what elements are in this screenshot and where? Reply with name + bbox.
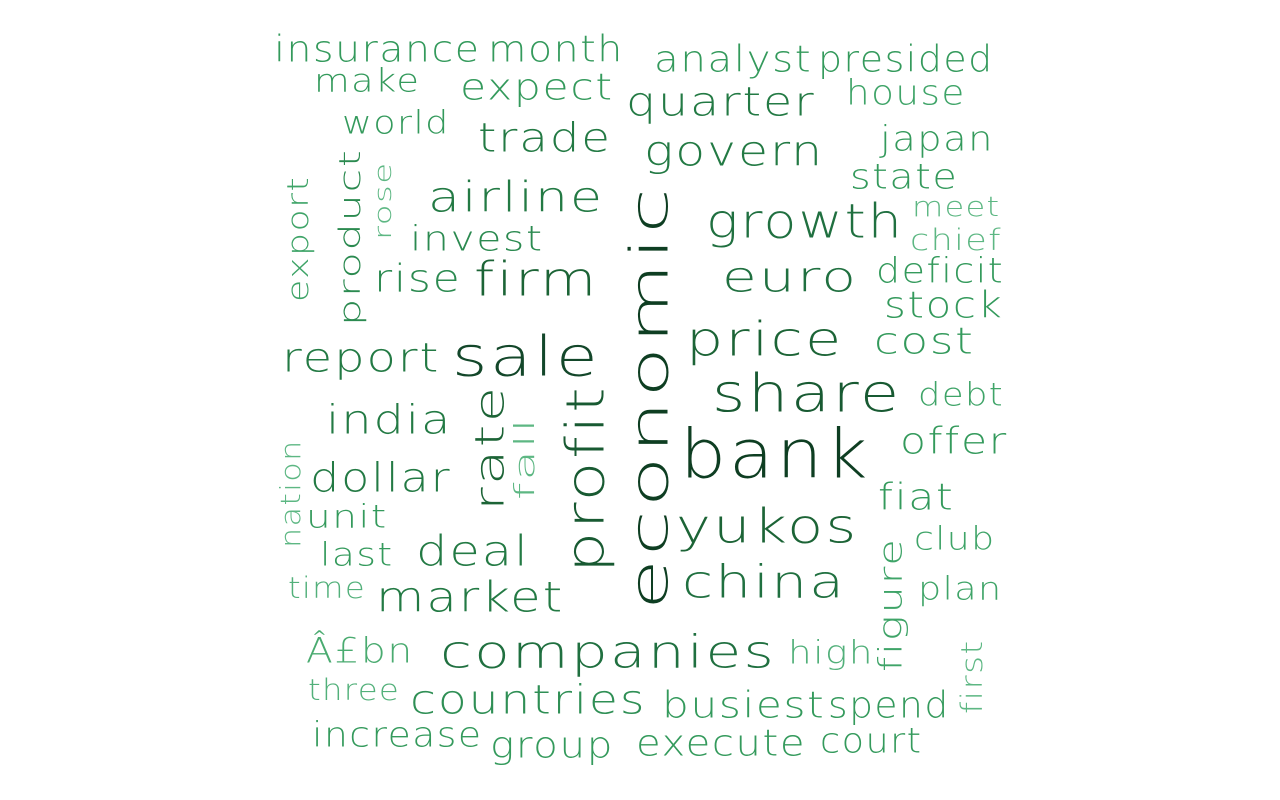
word-world: world [342,104,450,143]
word-presided: presided [818,38,994,82]
word-euro: euro [722,253,859,303]
word-analyst: analyst [654,38,813,82]
word-share: share [712,362,902,425]
word-growth: growth [706,193,905,250]
word-spend: spend [828,684,950,728]
word-figure: figure [872,537,911,672]
word-club: club [914,520,996,559]
word-first: first [954,639,990,714]
word-chief: chief [910,222,1002,258]
word-execute: execute [636,722,807,766]
word-insurance: insurance [274,28,481,72]
word-unit: unit [306,498,388,537]
word-make: make [314,62,421,101]
word-trade: trade [478,114,612,162]
word-busiest: busiest [662,684,826,728]
word-increase: increase [312,714,483,756]
word-court: court [820,720,923,762]
word-bank: bank [680,415,871,495]
word-high: high [788,634,875,673]
word-price: price [686,311,844,368]
word-group: group [490,724,614,768]
word-companies: companies [440,625,777,680]
word-pound-bn: Â£bn [306,630,414,672]
word-yukos: yukos [676,498,859,555]
word-offer: offer [900,420,1008,464]
word-plan: plan [918,570,1003,609]
word-product: product [332,148,368,326]
word-airline: airline [428,173,605,223]
word-economic: economic [618,184,681,610]
word-report: report [282,334,441,382]
word-house: house [846,72,966,114]
word-cost: cost [874,320,975,364]
word-stock: stock [884,284,1004,328]
word-rose: rose [369,161,398,240]
word-invest: invest [410,218,544,260]
word-india: india [326,396,453,444]
word-countries: countries [410,676,647,724]
word-rate: rate [466,384,514,511]
word-meet: meet [912,190,1001,224]
word-fall: fall [508,416,542,500]
word-market: market [376,573,565,623]
word-export: export [280,175,316,302]
word-three: three [308,672,401,708]
word-time: time [288,570,366,606]
word-quarter: quarter [626,78,816,126]
word-china: china [682,555,847,610]
word-expect: expect [460,66,614,110]
word-firm: firm [474,251,599,308]
word-rise: rise [374,256,462,302]
word-month: month [488,28,624,72]
word-debt: debt [918,376,1005,415]
word-dollar: dollar [310,454,452,502]
word-deal: deal [416,527,530,577]
word-sale: sale [452,325,601,390]
word-state: state [850,156,959,198]
word-nation: nation [274,439,308,548]
word-japan: japan [880,118,994,160]
word-profit: profit [554,384,617,573]
word-deficit: deficit [876,250,1005,292]
word-fiat: fiat [878,476,955,520]
word-govern: govern [644,127,825,177]
word-last: last [320,536,394,575]
